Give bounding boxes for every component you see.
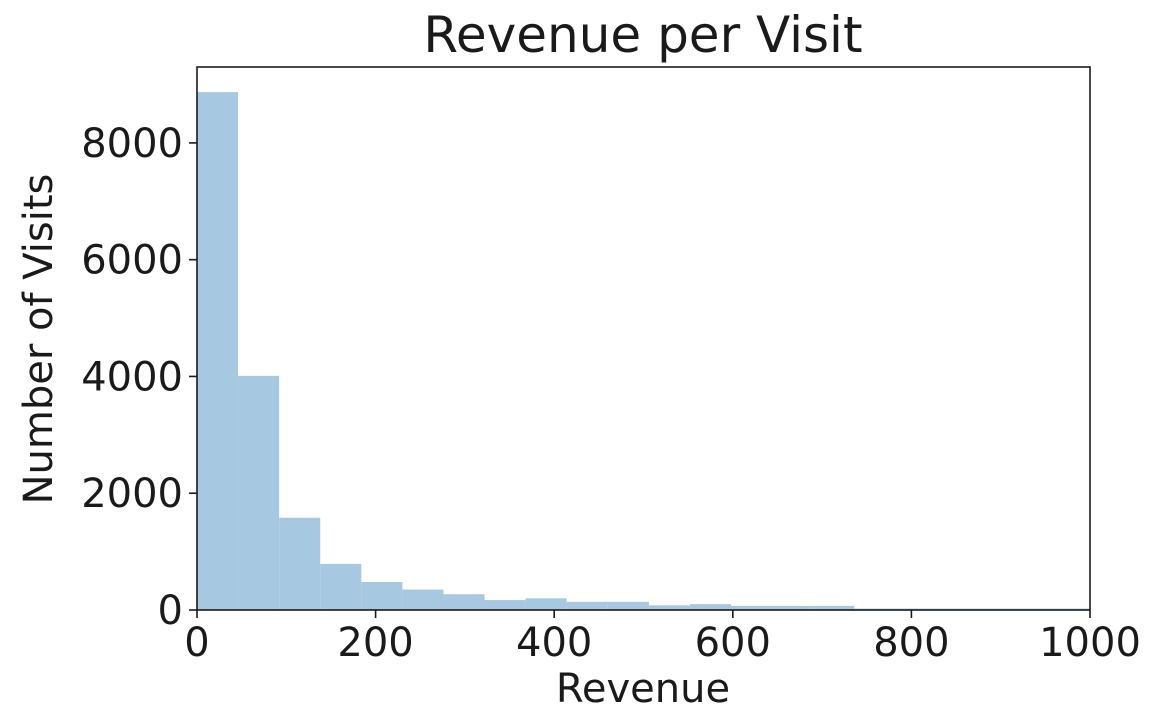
histogram-bar [566, 601, 608, 610]
histogram-bar [731, 605, 773, 610]
y-axis-ticks: 0 2000 4000 6000 8000 [81, 121, 197, 634]
histogram-bar [772, 605, 814, 610]
x-axis-label: Revenue [556, 666, 730, 712]
histogram-bar [648, 605, 690, 610]
y-tick-label: 0 [158, 588, 183, 634]
chart-title: Revenue per Visit [423, 6, 862, 64]
y-tick-label: 8000 [81, 121, 183, 167]
x-axis-ticks: 0 200 400 600 800 1000 [184, 610, 1141, 666]
histogram-bar [402, 589, 444, 610]
histogram-bar [813, 605, 855, 610]
histogram-bar [525, 598, 567, 610]
histogram-bar [689, 604, 732, 610]
histogram-bar [607, 601, 649, 610]
x-tick-label: 0 [184, 620, 209, 666]
histogram-bars [197, 92, 1090, 611]
plot-area-frame [196, 66, 1091, 611]
histogram-bar [279, 517, 321, 610]
y-tick-label: 6000 [81, 238, 183, 284]
x-tick-label: 600 [695, 620, 771, 666]
histogram-bar [361, 581, 403, 610]
x-tick-label: 400 [516, 620, 592, 666]
y-axis-label: Number of Visits [16, 174, 62, 505]
y-tick-label: 2000 [81, 471, 183, 517]
y-tick-label: 4000 [81, 354, 183, 400]
histogram-bar [320, 563, 362, 610]
histogram-bar [238, 375, 280, 610]
x-tick-label: 200 [337, 620, 413, 666]
histogram-bar [443, 594, 485, 610]
histogram-bar [197, 92, 239, 611]
x-tick-label: 800 [873, 620, 949, 666]
histogram-bar [484, 600, 526, 610]
x-tick-label: 1000 [1039, 620, 1141, 666]
